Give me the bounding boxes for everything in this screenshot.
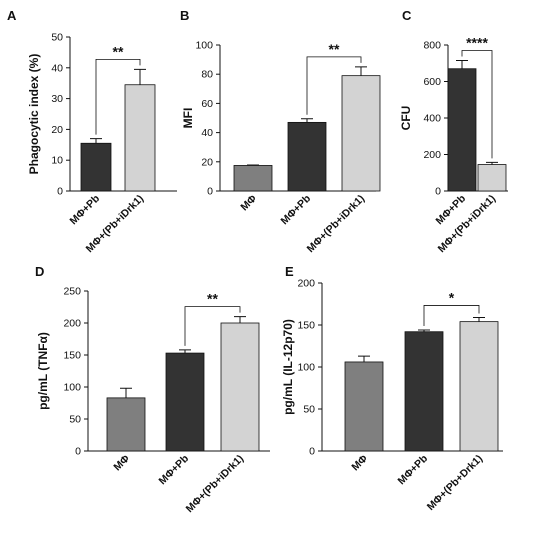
y-tick-label: 20 — [201, 156, 213, 168]
x-tick-label: MΦ — [111, 452, 132, 473]
y-tick-label: 250 — [63, 286, 81, 298]
significance-label: * — [449, 289, 455, 305]
y-tick-label: 0 — [57, 186, 63, 198]
x-tick-label: MΦ+(Pb+iDrk1) — [305, 193, 367, 255]
y-tick-label: 50 — [51, 32, 63, 44]
bar — [344, 361, 384, 452]
y-tick-label: 0 — [435, 186, 441, 198]
chart-panel-e: E 0 50 100 150 200 pg/mL (IL-12p70) MΦ MΦ+PbMΦ+(… — [281, 264, 503, 513]
significance-bracket — [461, 50, 493, 159]
y-tick-label: 0 — [75, 446, 81, 458]
significance-bracket — [423, 305, 480, 327]
y-tick-label: 400 — [423, 113, 441, 125]
bar — [459, 321, 499, 452]
error-bar — [456, 60, 468, 69]
panel-letter: E — [285, 264, 294, 279]
y-tick-label: 30 — [51, 93, 63, 105]
x-tick-label: MΦ — [349, 452, 370, 473]
bar — [80, 142, 112, 192]
bar — [220, 322, 260, 452]
significance-label: ** — [113, 43, 124, 59]
error-bar — [473, 316, 485, 322]
y-tick-label: 800 — [423, 40, 441, 52]
error-bar — [358, 355, 370, 362]
y-tick-label: 100 — [195, 40, 213, 52]
y-tick-label: 0 — [207, 186, 213, 198]
y-tick-label: 50 — [69, 414, 81, 426]
error-bar — [418, 329, 430, 332]
y-tick-label: 200 — [297, 278, 315, 290]
panel-letter: C — [402, 8, 412, 23]
x-tick-label: MΦ+Pb — [157, 453, 192, 488]
significance-label: ** — [329, 41, 340, 57]
x-tick-label: MΦ+(Pb+iDrk1) — [184, 453, 246, 515]
significance-bracket — [306, 56, 362, 115]
panel-letter: A — [7, 8, 17, 23]
chart-panel-d: D 0 50 100 150 200 250 pg/mL (TNFα) MΦ MΦ+PbMΦ+(P… — [35, 264, 270, 515]
y-axis-label: CFU — [399, 106, 413, 131]
x-tick-label: MΦ+(Pb+Drk1) — [425, 453, 485, 513]
y-tick-label: 20 — [51, 124, 63, 136]
panel-letter: B — [180, 8, 189, 23]
error-bar — [179, 349, 191, 354]
bar — [233, 165, 273, 192]
y-tick-label: 40 — [201, 127, 213, 139]
y-tick-label: 0 — [309, 446, 315, 458]
bar — [404, 331, 444, 452]
bar — [447, 68, 477, 192]
y-tick-label: 600 — [423, 76, 441, 88]
y-tick-label: 80 — [201, 69, 213, 81]
significance-label: **** — [466, 35, 488, 51]
error-bar — [355, 66, 367, 76]
bar — [477, 164, 507, 192]
y-tick-label: 50 — [303, 404, 315, 416]
significance-bracket — [184, 306, 241, 346]
x-tick-label: MΦ — [238, 192, 259, 213]
x-tick-label: MΦ+Pb — [396, 453, 431, 488]
y-axis-label: Phagocytic index (%) — [27, 54, 41, 175]
y-tick-label: 40 — [51, 62, 63, 74]
y-axis-label: pg/mL (IL-12p70) — [281, 319, 295, 415]
y-tick-label: 200 — [423, 149, 441, 161]
bar — [106, 397, 146, 452]
bar — [165, 352, 205, 452]
y-tick-label: 100 — [297, 362, 315, 374]
x-tick-label: MΦ+Pb — [68, 193, 103, 228]
y-tick-label: 100 — [63, 382, 81, 394]
x-tick-label: MΦ+Pb — [279, 193, 314, 228]
y-tick-label: 150 — [63, 350, 81, 362]
y-axis-label: pg/mL (TNFα) — [36, 332, 50, 410]
y-tick-label: 10 — [51, 155, 63, 167]
panel-letter: D — [35, 264, 44, 279]
y-tick-label: 200 — [63, 318, 81, 330]
y-tick-label: 150 — [297, 320, 315, 332]
significance-bracket — [95, 58, 141, 135]
bar — [124, 84, 156, 192]
bar — [341, 75, 381, 192]
error-bar — [234, 316, 246, 323]
significance-label: ** — [207, 291, 218, 307]
bar — [287, 121, 327, 192]
y-tick-label: 60 — [201, 98, 213, 110]
error-bar — [486, 161, 498, 165]
y-axis-label: MFI — [181, 108, 195, 129]
error-bar — [120, 387, 132, 398]
error-bar — [90, 138, 102, 144]
error-bar — [301, 118, 313, 123]
error-bar — [134, 68, 146, 85]
